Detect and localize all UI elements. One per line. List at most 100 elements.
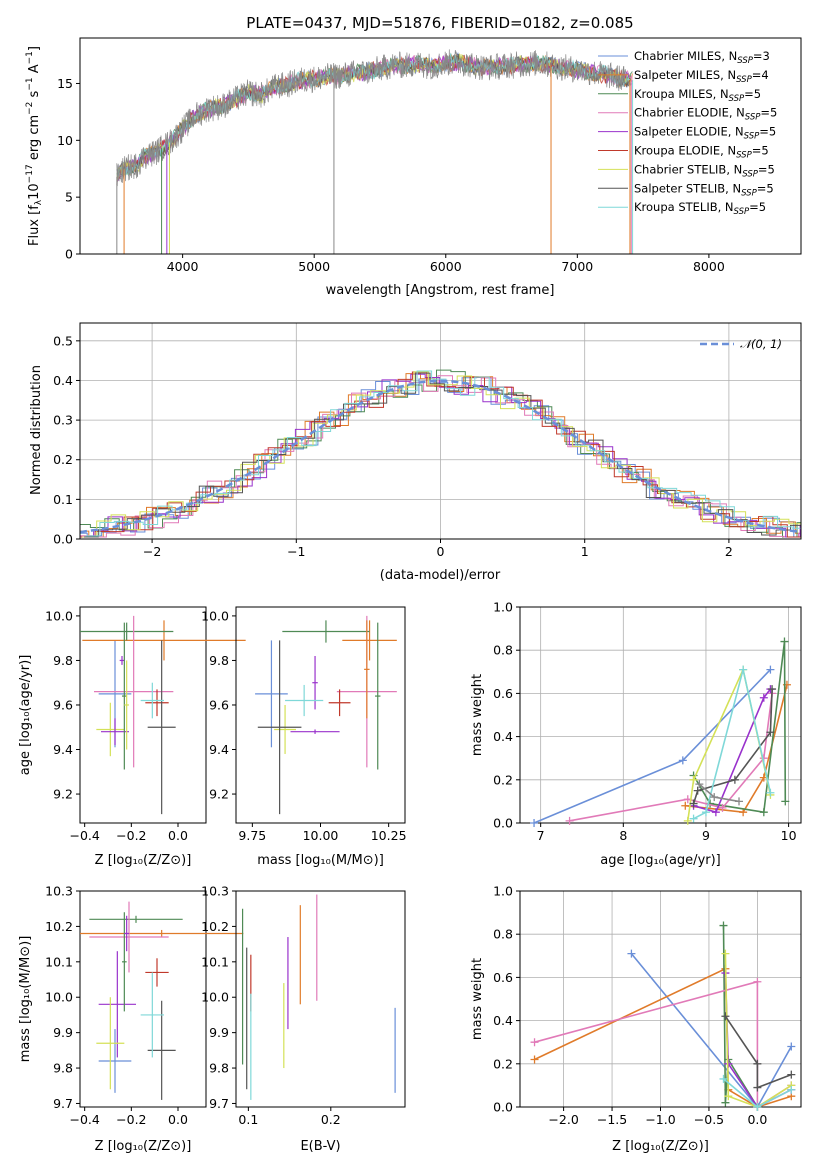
mass-weight-marker xyxy=(781,797,790,806)
y-tick-label: 10.1 xyxy=(201,954,229,969)
mass-weight-marker xyxy=(719,1074,728,1083)
y-tick-label: 9.6 xyxy=(209,697,229,712)
mass-weight-marker xyxy=(710,793,719,802)
y-tick-label: 15 xyxy=(57,76,73,91)
y-axis-label: mass weight xyxy=(470,958,485,1040)
y-tick-label: 10.0 xyxy=(45,608,73,623)
y-tick-label: 9.8 xyxy=(209,1061,229,1076)
y-tick-label: 10.3 xyxy=(45,884,73,899)
x-tick-label: 0.1 xyxy=(238,1112,258,1127)
mass-weight-marker xyxy=(787,1042,796,1051)
plot-frame xyxy=(519,606,802,824)
mass-weight-line xyxy=(693,688,772,814)
normal-legend-label: 𝒩(0, 1) xyxy=(740,337,782,351)
x-tick-label: 7000 xyxy=(561,259,593,274)
mass-weight-marker xyxy=(721,1012,730,1021)
x-tick-label: −1 xyxy=(287,544,305,559)
x-tick-label: −2.0 xyxy=(548,1112,578,1127)
legend-label: Chabrier ELODIE, NSSP=5 xyxy=(634,106,777,123)
normal-curve xyxy=(80,379,799,534)
y-tick-label: 0.8 xyxy=(493,927,513,942)
mass-weight-marker xyxy=(787,1070,796,1079)
x-tick-label: 5000 xyxy=(298,259,330,274)
y-tick-label: 1.0 xyxy=(493,600,513,615)
y-tick-label: 0.4 xyxy=(493,729,513,744)
y-tick-label: 10.2 xyxy=(45,919,73,934)
plot-frame xyxy=(79,606,207,824)
y-tick-label: 0.4 xyxy=(493,1013,513,1028)
observed-spectrum-line xyxy=(116,49,631,187)
x-tick-label: 8000 xyxy=(693,259,725,274)
mass-weight-marker xyxy=(689,799,698,808)
spectrum-ylabel: Flux [fλ10−17 erg cm−2 s−1 A−1] xyxy=(25,46,44,246)
residual-histogram-step xyxy=(80,371,801,538)
y-tick-label: 9.8 xyxy=(209,653,229,668)
x-axis-label: E(B-V) xyxy=(300,1139,340,1154)
legend-label: Kroupa MILES, NSSP=5 xyxy=(634,87,761,104)
legend-label: Salpeter MILES, NSSP=4 xyxy=(634,68,769,85)
y-tick-label: 0.6 xyxy=(493,686,513,701)
weight-vs-Z-panel: −2.0 −1.5 −1.0 −0.5 0.0 0.0 0.2 0.4 0.6 0.8 1.0 Z [… xyxy=(470,884,802,1154)
mass-weight-marker xyxy=(678,756,687,765)
x-axis-label: age [log₁₀(age/yr)] xyxy=(600,853,721,868)
y-tick-label: 1.0 xyxy=(493,884,513,899)
x-tick-label: −1.0 xyxy=(645,1112,675,1127)
mass-weight-marker xyxy=(719,921,728,930)
y-axis-label: mass weight xyxy=(470,674,485,756)
spectrum-legend: Chabrier MILES, NSSP=3 Salpeter MILES, NS… xyxy=(598,49,777,217)
mass-weight-marker xyxy=(701,808,710,817)
y-tick-label: 0.2 xyxy=(493,772,513,787)
y-tick-label: 10.0 xyxy=(201,990,229,1005)
mass-weight-marker xyxy=(530,819,539,827)
mass-weight-marker xyxy=(759,808,768,817)
mass-weight-line xyxy=(693,669,772,820)
y-tick-label: 9.2 xyxy=(53,787,73,802)
mass-weight-marker xyxy=(721,1098,730,1107)
mass-weight-marker xyxy=(565,816,574,825)
mass-weight-marker xyxy=(787,1085,796,1094)
plot-frame xyxy=(79,890,207,1108)
x-tick-label: 1 xyxy=(581,544,589,559)
mass-weight-marker xyxy=(627,949,636,958)
y-tick-label: 0.6 xyxy=(493,970,513,985)
x-tick-label: −2 xyxy=(143,544,161,559)
mass-weight-marker xyxy=(689,814,698,823)
residual-legend: 𝒩(0, 1) xyxy=(700,337,782,351)
y-tick-label: 0.0 xyxy=(493,1100,513,1115)
x-tick-label: 7 xyxy=(537,828,545,843)
y-tick-label: 0.8 xyxy=(493,643,513,658)
weight-vs-age-panel: 7 8 9 10 0.0 0.2 0.4 0.6 0.8 1.0 age [log₁₀(age/yr… xyxy=(470,600,802,868)
y-tick-label: 9.9 xyxy=(53,1025,73,1040)
y-tick-label: 5 xyxy=(65,190,73,205)
mass-weight-marker xyxy=(753,1103,762,1111)
mass-weight-marker xyxy=(739,665,748,674)
mass-weight-marker xyxy=(530,1055,539,1064)
y-tick-label: 10 xyxy=(57,133,73,148)
legend-label: Chabrier STELIB, NSSP=5 xyxy=(634,162,775,179)
y-tick-label: 9.7 xyxy=(53,1096,73,1111)
y-tick-label: 0.3 xyxy=(53,413,73,428)
age-vs-mass-panel: 9.75 10.00 10.25 9.2 9.4 9.6 9.8 10.0 mass [log₁… xyxy=(201,606,407,868)
x-axis-label: Z [log₁₀(Z/Z⊙)] xyxy=(612,1139,709,1154)
mass-weight-marker xyxy=(695,780,704,789)
x-tick-label: −0.2 xyxy=(116,828,146,843)
y-tick-label: 10.0 xyxy=(201,608,229,623)
x-tick-label: 6000 xyxy=(430,259,462,274)
mass-weight-marker xyxy=(718,803,727,812)
residual-histogram-step xyxy=(80,375,801,538)
mass-weight-marker xyxy=(766,665,775,674)
y-tick-label: 9.8 xyxy=(53,653,73,668)
plot-frame xyxy=(79,37,802,255)
mass-weight-marker xyxy=(735,797,744,806)
mass-weight-marker xyxy=(724,1092,733,1101)
x-tick-label: 9.75 xyxy=(238,828,266,843)
x-tick-label: 10 xyxy=(781,828,797,843)
residual-histogram-step xyxy=(83,372,801,538)
mass-weight-marker xyxy=(530,1038,539,1047)
mass-weight-marker xyxy=(689,775,698,784)
residual-panel: −2 −1 0 1 2 0.0 0.1 0.2 0.3 0.4 0.5 (data-model)/e… xyxy=(29,322,802,583)
mass-weight-marker xyxy=(681,801,690,810)
mass-weight-marker xyxy=(766,728,775,737)
mass-vs-EBV-panel: 0.1 0.2 9.7 9.8 9.9 10.0 10.1 10.2 10.3 E(B-V) xyxy=(201,884,406,1154)
spectrum-xlabel: wavelength [Angstrom, rest frame] xyxy=(326,283,555,298)
